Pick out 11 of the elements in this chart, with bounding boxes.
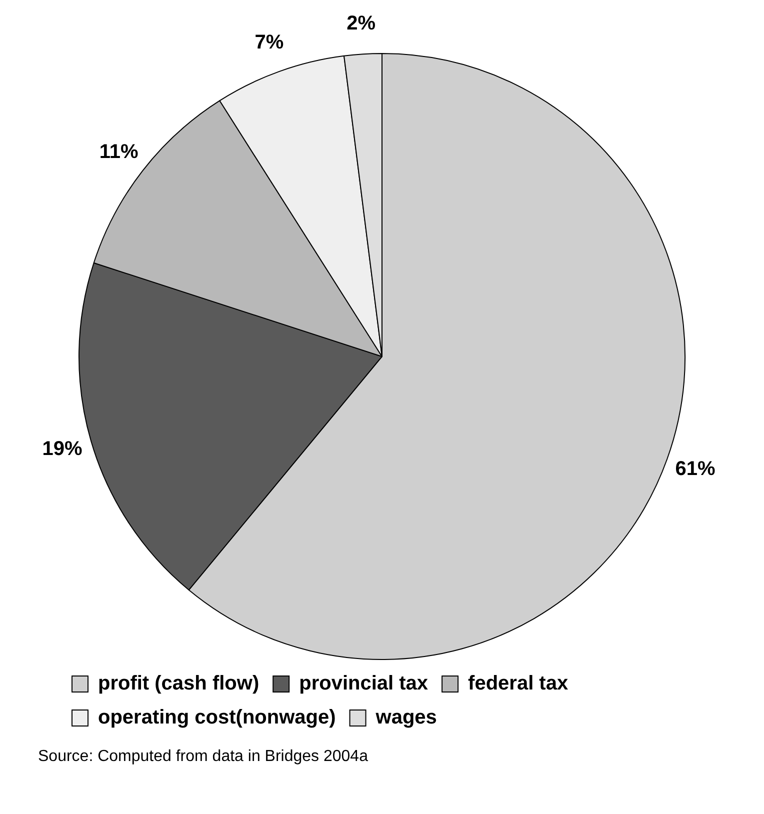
data-label: 2% — [346, 12, 376, 35]
legend-label: federal tax — [468, 672, 568, 695]
legend-label: wages — [374, 706, 437, 729]
data-label: 11% — [99, 140, 139, 163]
legend-label: profit (cash flow) — [98, 672, 260, 695]
data-label: 7% — [254, 32, 284, 54]
data-label: 61% — [675, 458, 716, 480]
data-label: 19% — [42, 438, 82, 460]
legend-label: operating cost(nonwage) — [98, 706, 336, 729]
legend-label: provincial tax — [299, 672, 428, 695]
source-note: Source: Computed from data in Bridges 2004a — [38, 748, 369, 766]
